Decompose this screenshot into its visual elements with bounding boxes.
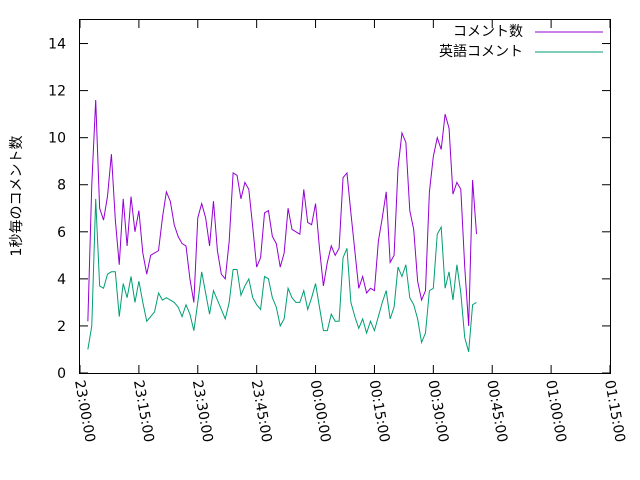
y-tick-label: 8: [57, 178, 66, 194]
x-tick-label: 00:45:00: [483, 379, 510, 444]
legend-label-english-comments: 英語コメント: [439, 43, 523, 60]
y-tick-label: 14: [48, 37, 66, 53]
y-tick-label: 12: [48, 84, 66, 100]
x-tick-label: 00:30:00: [424, 379, 451, 444]
series-line-0: [87, 99, 478, 326]
x-tick-label: 23:45:00: [248, 379, 275, 444]
y-tick-label: 2: [57, 319, 66, 335]
series-lines: [87, 99, 478, 352]
legend-label-comments: コメント数: [453, 24, 523, 40]
x-tick-label: 00:00:00: [307, 379, 334, 444]
x-tick-label: 23:15:00: [130, 379, 157, 444]
y-tick-label: 10: [48, 131, 66, 147]
y-tick-label: 0: [57, 366, 66, 382]
x-tick-label: 23:30:00: [189, 379, 216, 444]
plot-frame: [79, 19, 611, 374]
y-axis: 0 2 4 6 8 10 12 14: [48, 37, 610, 382]
series-line-1: [87, 198, 477, 352]
y-tick-label: 4: [57, 272, 66, 288]
legend: コメント数 英語コメント: [439, 24, 603, 60]
x-axis: 23:00:00 23:15:00 23:30:00 23:45:00 00:00:00…: [71, 20, 628, 444]
x-tick-label: 23:00:00: [71, 379, 98, 444]
x-tick-label: 00:15:00: [366, 379, 393, 444]
y-axis-label: 1秒毎のコメント数: [9, 136, 25, 257]
y-tick-label: 6: [57, 225, 66, 241]
x-tick-label: 01:15:00: [601, 379, 628, 444]
x-tick-label: 01:00:00: [542, 379, 569, 444]
